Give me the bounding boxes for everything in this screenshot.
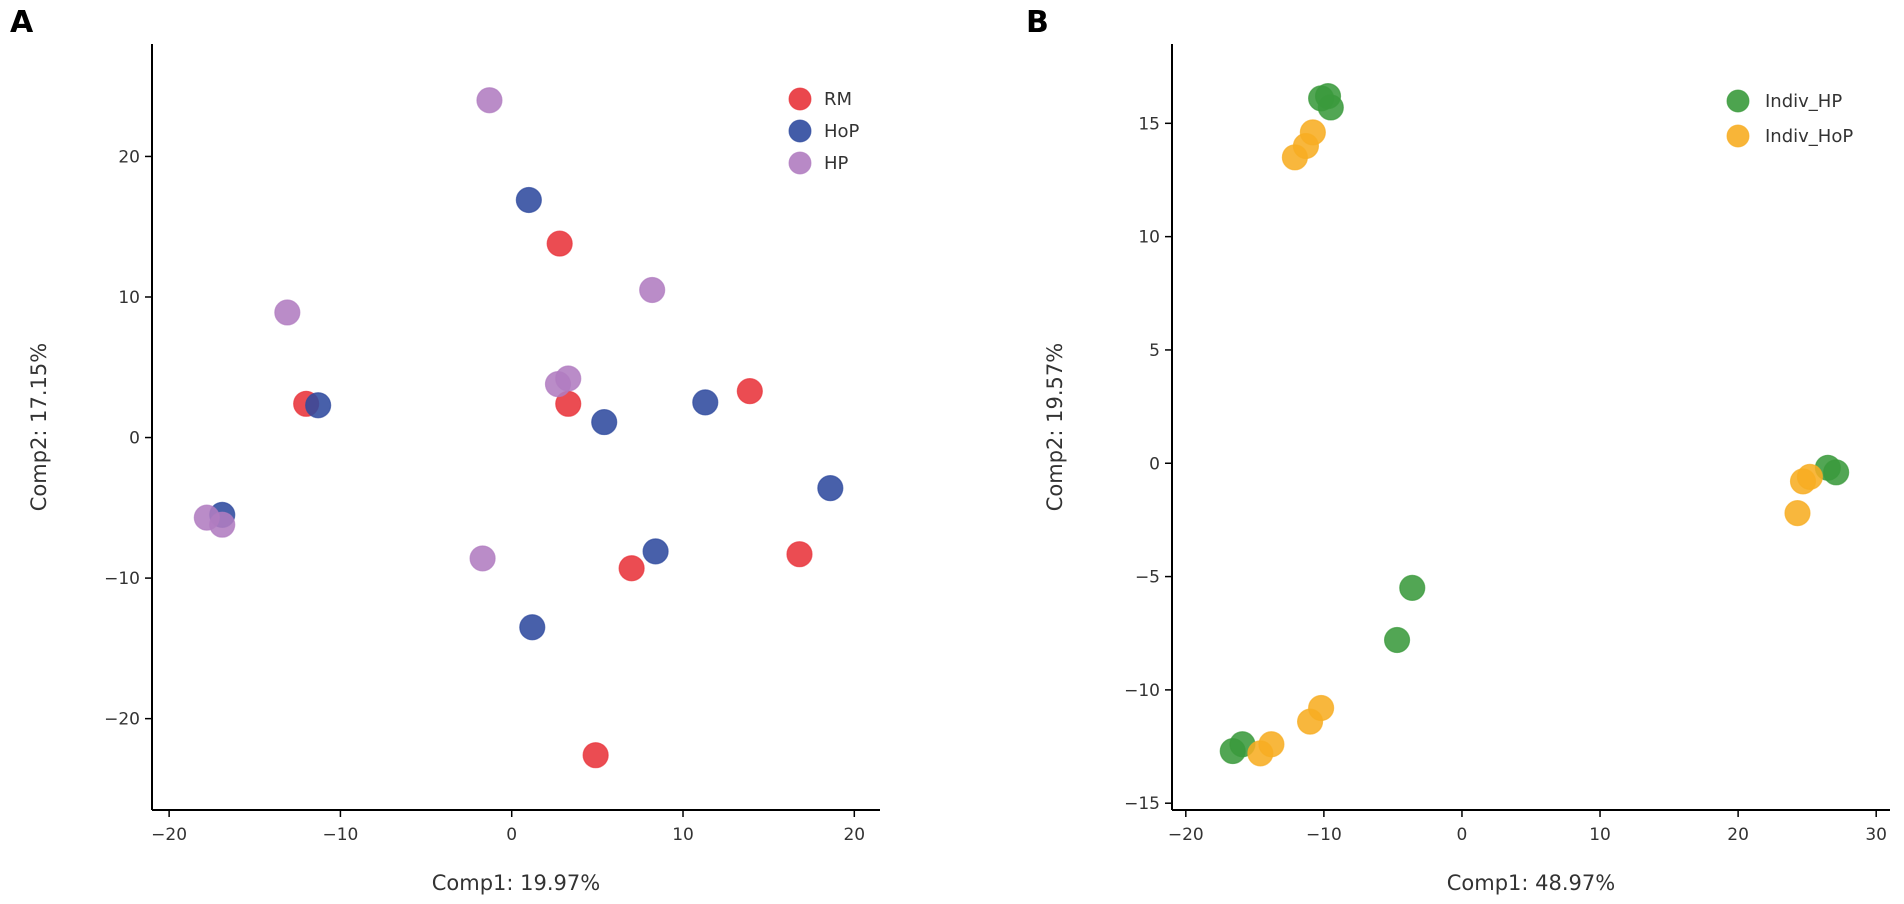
panel-b-x-tick-label: −20 [1168,825,1204,845]
panel-a-point-hp [209,511,236,538]
panel-a-x-tick-label: 0 [506,825,517,845]
panel-b-point-indiv-hp [1823,459,1850,486]
panel-b-legend-marker-indiv-hop [1726,124,1750,148]
panel-b-legend-label-indiv-hop: Indiv_HoP [1765,126,1853,147]
panel-b-y-tick-label: 15 [1138,114,1160,134]
panel-b-x-tick-label: 30 [1865,825,1887,845]
panel-b: B −20 −10 0 10 20 30 −15 −10 −5 0 5 10 15 Comp1: 48.9… [1026,5,1890,895]
panel-a-point-rm [618,555,645,582]
panel-b-point-indiv-hp [1399,574,1426,602]
panel-b-point-indiv-hop [1258,731,1285,758]
panel-a-point-rm [736,378,763,405]
panel-b-legend-marker-indiv-hp [1726,89,1750,113]
panel-b-point-indiv-hop [1796,463,1824,490]
panel-b-y-tick-label: −10 [1124,681,1160,701]
panel-b-y-axis-title: Comp2: 19.57% [1043,343,1067,511]
panel-b-point-indiv-hop [1299,119,1326,146]
panel-a-y-tick-label: 20 [118,147,140,167]
panel-a-point-hp [476,87,503,114]
panel-b-x-axis-title: Comp1: 48.97% [1447,871,1615,895]
panel-a-legend-marker-hp [788,151,812,175]
panel-a-x-tick-label: 10 [672,825,694,845]
panel-a-x-tick-label: −20 [151,825,187,845]
panel-a-point-hp [469,545,496,572]
panel-b-label: B [1026,5,1049,40]
panel-a-point-hop [642,538,669,565]
panel-a-point-hp [274,299,301,326]
panel-b-x-tick-label: 10 [1589,825,1611,845]
panel-b-x-tick-label: 20 [1727,825,1749,845]
panel-a-point-hop [305,392,332,419]
panel-a-point-hop [591,408,618,436]
panel-a-legend-label-hop: HoP [824,121,860,142]
panel-b-y-tick-label: −15 [1124,794,1160,814]
panel-b-y-tick-label: 0 [1149,454,1160,474]
panel-b-point-indiv-hop [1784,500,1811,527]
panel-a-point-rm [786,541,813,568]
panel-a-point-hop [692,389,719,416]
panel-b-point-indiv-hop [1308,694,1335,722]
panel-b-x-tick-label: 0 [1457,825,1468,845]
panel-a-y-axis-title: Comp2: 17.15% [27,343,51,511]
panel-a-point-hp [555,365,582,392]
panel-a-y-tick-label: −20 [104,710,140,730]
panel-a-point-hop [817,475,844,502]
panel-a-y-tick-label: 0 [129,429,140,449]
panel-a-legend-marker-rm [788,87,812,111]
panel-a-x-tick-label: −10 [322,825,358,845]
panel-a-point-hop [515,186,542,214]
panel-a-point-rm [582,742,609,769]
panel-a: A −20 −10 0 10 20 −20 −10 0 10 20 Comp1: 19.97% Com… [10,5,880,895]
panel-a-y-tick-label: −10 [104,569,140,589]
panel-b-x-tick-label: −10 [1306,825,1342,845]
panel-a-legend-label-hp: HP [824,153,849,174]
panel-a-y-tick-label: 10 [118,288,140,308]
panel-b-y-tick-label: −5 [1135,568,1160,588]
panel-a-point-hp [639,276,666,304]
panel-b-y-tick-label: 10 [1138,228,1160,248]
panel-a-point-hop [519,614,546,641]
panel-b-y-tick-label: 5 [1149,341,1160,361]
panel-a-label: A [10,5,34,40]
panel-b-legend-label-indiv-hp: Indiv_HP [1765,91,1842,112]
panel-a-x-tick-label: 20 [843,825,865,845]
panel-a-point-rm [546,230,573,257]
panel-a-x-axis-title: Comp1: 19.97% [432,871,600,895]
panel-a-legend-label-rm: RM [824,89,852,110]
panel-b-point-indiv-hp [1317,94,1344,121]
panel-b-point-indiv-hp [1383,626,1411,654]
panel-a-legend-marker-hop [788,119,812,143]
